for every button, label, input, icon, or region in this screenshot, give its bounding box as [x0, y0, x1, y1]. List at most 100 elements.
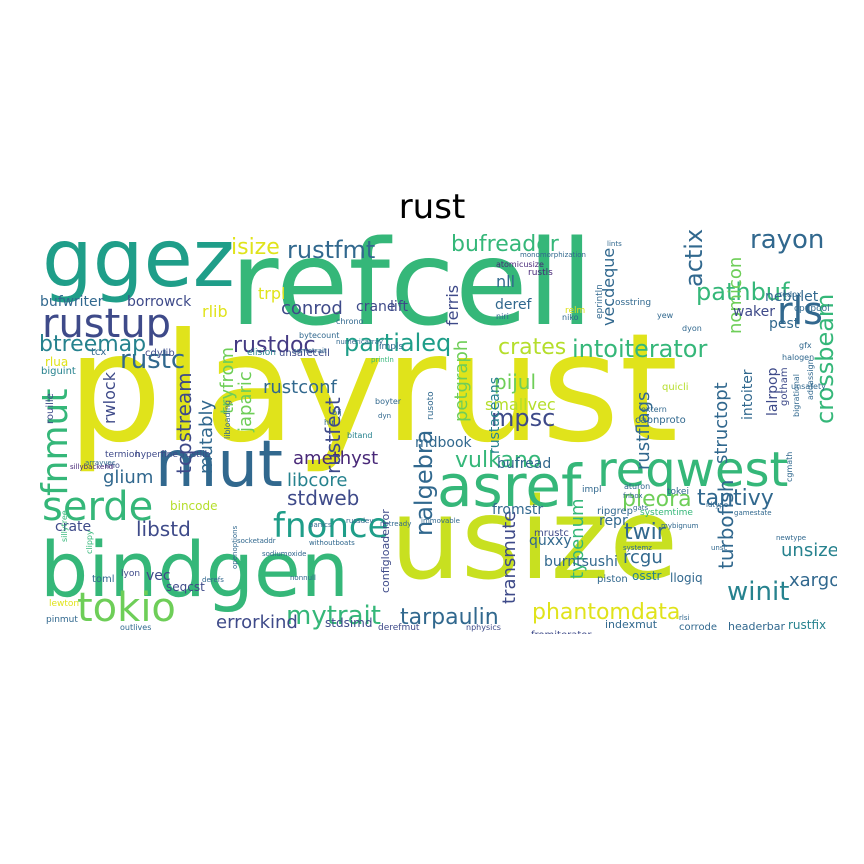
cloud-word-derefmut: derefmut	[378, 623, 420, 633]
cloud-word-tcx: tcx	[91, 347, 106, 358]
cloud-word-rcgu: rcgu	[623, 547, 663, 568]
cloud-word-phantomdata: phantomdata	[532, 600, 680, 625]
cloud-word-nonnull: nonnull	[290, 574, 316, 582]
cloud-word-redox: redox	[779, 290, 802, 299]
cloud-word-boyter: boyter	[375, 397, 402, 406]
cloud-word-toml: toml	[92, 574, 115, 585]
cloud-word-bufreader: bufreader	[451, 232, 560, 257]
cloud-word-rustc: rustc	[120, 345, 185, 375]
cloud-word-hir: hir	[324, 418, 335, 427]
cloud-word-clippy: clippy	[85, 530, 94, 554]
cloud-word-niri: niri	[496, 312, 509, 321]
cloud-word-libloading: libloading	[223, 400, 232, 439]
cloud-word-headerbar: headerbar	[728, 620, 785, 633]
cloud-word-bufread: bufread	[497, 456, 551, 472]
cloud-word-rlib: rlib	[202, 302, 228, 321]
cloud-word-impls: impls	[379, 342, 403, 352]
cloud-word-seqcst: seqcst	[166, 580, 205, 594]
cloud-word-pijul: pijul	[494, 370, 536, 394]
cloud-word-playrust: playrust	[67, 302, 678, 476]
cloud-word-waker: waker	[733, 304, 775, 320]
cloud-word-osstring: osstring	[615, 298, 651, 308]
cloud-word-mut: mut	[155, 428, 283, 502]
cloud-word-bij: bij	[332, 408, 342, 417]
cloud-word-arrayvec: arrayvec	[85, 459, 116, 467]
cloud-word-mytrait: mytrait	[286, 601, 381, 631]
cloud-word-gamestate: gamestate	[734, 509, 772, 517]
cloud-word-smallvec: smallvec	[485, 395, 556, 414]
cloud-word-errorkind: errorkind	[216, 612, 298, 633]
cloud-word-xargo: xargo	[789, 570, 837, 591]
cloud-word-systemtime: systemtime	[640, 508, 693, 518]
cloud-word-fromiterator: fromiterator	[531, 630, 592, 634]
cloud-word-ferris: ferris	[443, 285, 462, 326]
cloud-word-turbofish: turbofish	[714, 480, 738, 569]
cloud-word-rustfix: rustfix	[788, 618, 826, 632]
cloud-word-tarpaulin: tarpaulin	[400, 605, 499, 630]
cloud-word-rouille: rouille	[45, 393, 56, 424]
cloud-word-niko: niko	[562, 313, 579, 322]
cloud-word-btreemap: btreemap	[39, 332, 146, 357]
cloud-word-sodiumoxide: sodiumoxide	[262, 550, 306, 558]
cloud-word-tryfrom: tryfrom	[217, 347, 238, 414]
cloud-word-lewton: lewton	[49, 599, 79, 609]
cloud-word-impl: impl	[582, 485, 601, 495]
cloud-word-lyon: lyon	[121, 569, 140, 579]
cloud-word-petgraph: petgraph	[451, 340, 472, 422]
page-title: rust	[398, 187, 466, 227]
cloud-word-gfx: gfx	[799, 341, 812, 350]
cloud-word-crates: crates	[498, 335, 566, 360]
cloud-word-unsized: unsized	[781, 540, 837, 561]
cloud-word-relm: relm	[565, 306, 585, 316]
cloud-word-pleora: pleora	[622, 487, 692, 512]
cloud-word-quicli: quicli	[662, 382, 689, 393]
cloud-word-gats: gats	[633, 504, 648, 512]
cloud-word-mrustc: mrustc	[534, 528, 569, 539]
cloud-word-sillybackend: sillybackend	[70, 463, 113, 471]
cloud-word-quxxy: quxxy	[529, 533, 572, 549]
cloud-word-derefs: derefs	[202, 576, 224, 584]
cloud-word-halogen: halogen	[782, 353, 814, 362]
cloud-word-pest: pest	[769, 316, 800, 332]
cloud-word-aturon: aturon	[624, 482, 650, 491]
cloud-word-tcpstream: tcpstream	[172, 372, 196, 474]
cloud-word-cgmath: cgmath	[785, 452, 794, 482]
cloud-word-conrod: conrod	[281, 298, 343, 319]
cloud-word-rls: rls	[777, 289, 823, 333]
cloud-word-tantivy: tantivy	[697, 486, 774, 511]
cloud-word-rustflags: rustflags	[633, 392, 654, 470]
cloud-word-typenum: typenum	[567, 498, 588, 579]
cloud-word-indexmut: indexmut	[605, 618, 658, 631]
cloud-word-rustaceans: rustaceans	[487, 377, 503, 454]
cloud-word-gotham: gotham	[779, 367, 790, 406]
cloud-word-rustconf: rustconf	[263, 377, 338, 398]
cloud-word-trpl: trpl	[258, 284, 285, 303]
cloud-word-outlives: outlives	[120, 623, 151, 632]
cloud-word-rustls: rustls	[528, 268, 553, 278]
cloud-word-libcore: libcore	[287, 470, 347, 491]
cloud-word-fnbox: fnbox	[623, 492, 643, 500]
cloud-word-cdylib: cdylib	[145, 348, 175, 359]
cloud-word-rustfmt: rustfmt	[287, 236, 375, 264]
cloud-word-rayon: rayon	[750, 225, 824, 255]
cloud-word-bufwriter: bufwriter	[40, 294, 104, 310]
cloud-word-rlsi: rlsi	[679, 614, 689, 622]
cloud-word-bincode: bincode	[170, 499, 218, 513]
cloud-word-unsafety: unsafety	[791, 382, 826, 391]
cloud-word-capnproto: capnproto	[635, 415, 686, 426]
cloud-word-stdsimd: stdsimd	[325, 616, 372, 630]
cloud-word-amethyst: amethyst	[293, 448, 378, 469]
cloud-word-mutably: mutably	[196, 400, 217, 474]
cloud-word-nphysics: nphysics	[466, 623, 501, 632]
cloud-word-asref: asref	[437, 452, 583, 520]
cloud-word-vec: vec	[146, 568, 171, 584]
cloud-word-elision: elision	[247, 348, 276, 358]
cloud-word-bitand: bitand	[347, 431, 373, 440]
cloud-word-rlua: rlua	[45, 355, 68, 369]
cloud-word-borrowck: borrowck	[127, 294, 192, 310]
cloud-word-addassign: addassign	[806, 359, 815, 400]
cloud-word-lalrpop: lalrpop	[765, 367, 781, 416]
cloud-word-crane: crane	[356, 299, 396, 315]
cloud-word-bigrational: bigrational	[792, 374, 801, 417]
